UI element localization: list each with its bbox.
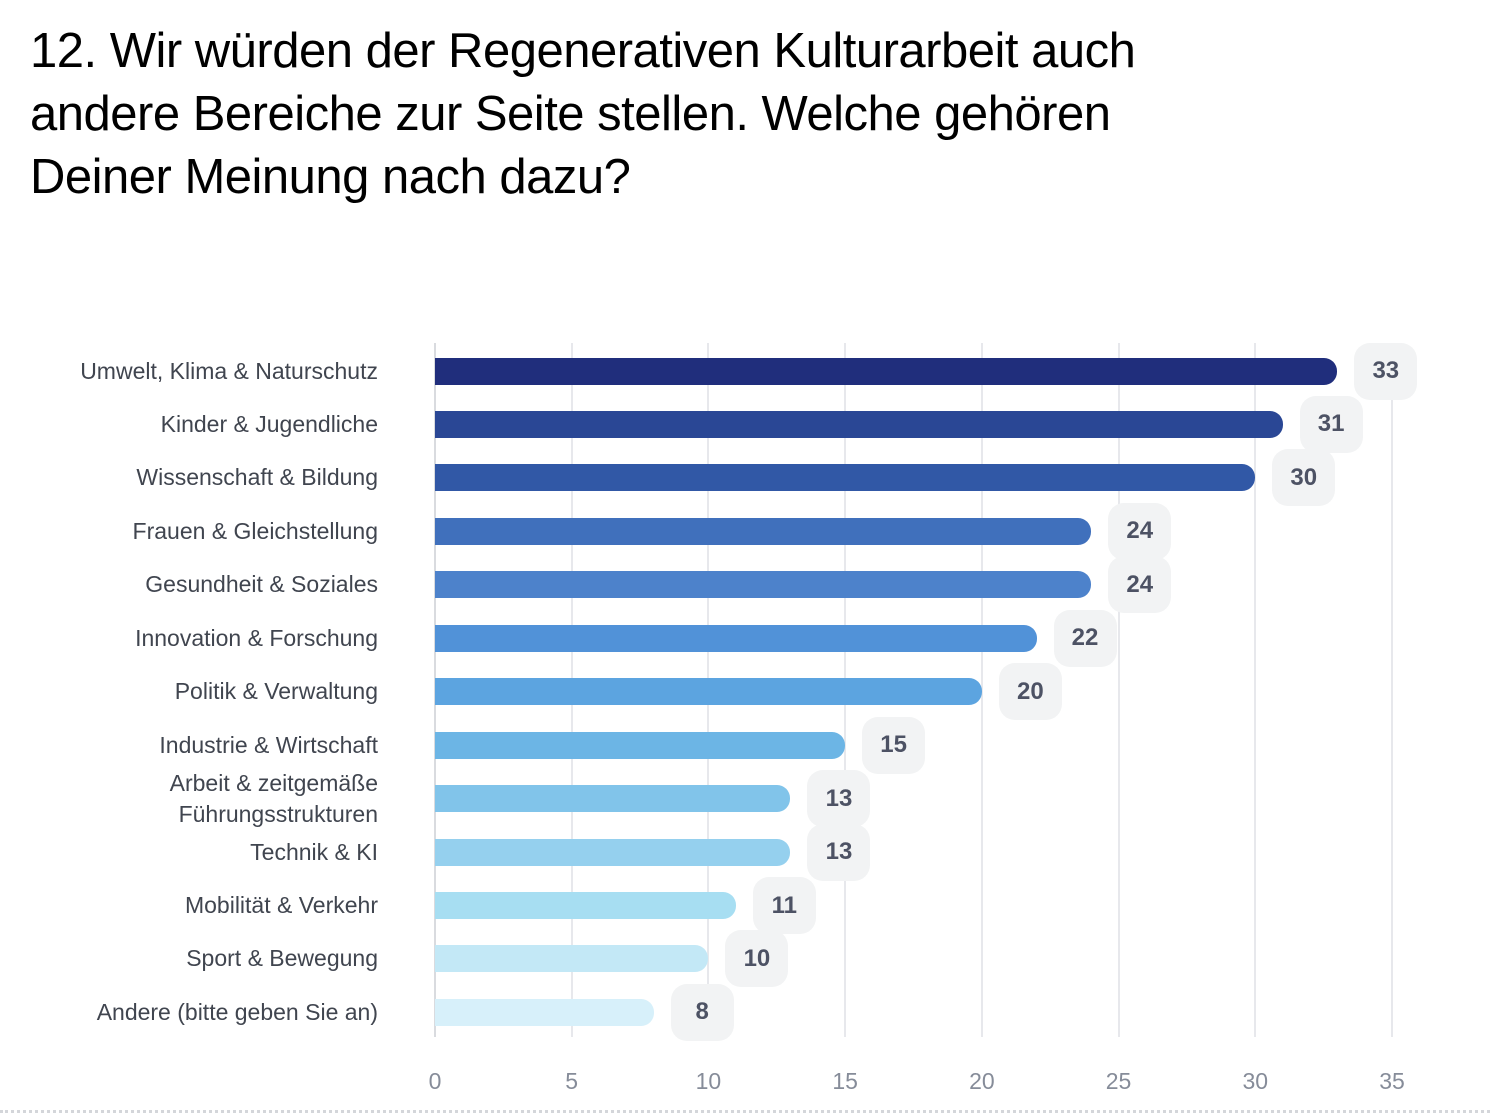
bar <box>435 945 709 973</box>
category-label: Wissenschaft & Bildung <box>136 464 378 491</box>
question-title: 12. Wir würden der Regenerativen Kultura… <box>30 20 1430 209</box>
x-axis-tick-label: 0 <box>428 1068 442 1094</box>
question-title-line: Deiner Meinung nach dazu? <box>30 150 631 204</box>
bar <box>435 357 1338 385</box>
gridline <box>1254 343 1257 1037</box>
gridline <box>1117 343 1120 1037</box>
x-axis-tick-label: 25 <box>1105 1068 1132 1094</box>
category-label: Gesundheit & Soziales <box>145 571 378 598</box>
x-axis-tick-label: 15 <box>832 1068 858 1094</box>
value-badge: 24 <box>1108 556 1172 614</box>
value-badge: 22 <box>1053 609 1117 667</box>
bar <box>435 731 846 759</box>
page-bottom-dotted-divider <box>0 1110 1490 1113</box>
value-badge: 13 <box>807 770 871 828</box>
gridline <box>1391 343 1393 1037</box>
bar <box>435 410 1283 438</box>
bar <box>435 838 791 866</box>
x-axis-tick-label: 35 <box>1379 1068 1405 1094</box>
x-axis-tick-label: 20 <box>969 1068 995 1094</box>
bar <box>435 464 1256 492</box>
bar <box>435 785 791 813</box>
gridline <box>980 343 983 1037</box>
category-label: Frauen & Gleichstellung <box>132 517 378 544</box>
category-label: Andere (bitte geben Sie an) <box>96 998 378 1025</box>
bar <box>435 892 736 919</box>
bar <box>435 998 654 1026</box>
category-label: Industrie & Wirtschaft <box>159 731 378 758</box>
value-badge: 33 <box>1354 342 1418 400</box>
question-title-line: andere Bereiche zur Seite stellen. Welch… <box>30 87 1111 141</box>
bar <box>435 517 1092 545</box>
category-label: Umwelt, Klima & Naturschutz <box>80 357 378 384</box>
bar <box>435 571 1092 599</box>
x-axis-tick-label: 30 <box>1242 1068 1269 1094</box>
value-badge: 10 <box>725 930 789 988</box>
value-badge: 15 <box>862 716 926 774</box>
value-badge: 31 <box>1299 395 1363 453</box>
category-label: Kinder & Jugendliche <box>160 410 378 437</box>
category-label: Mobilität & Verkehr <box>184 892 378 918</box>
category-label: Innovation & Forschung <box>135 624 378 651</box>
bar <box>435 624 1037 652</box>
value-badge: 20 <box>998 663 1062 721</box>
category-label: Sport & Bewegung <box>186 945 378 972</box>
question-title-line: 12. Wir würden der Regenerativen Kultura… <box>30 24 1136 78</box>
category-label: Arbeit & zeitgemäße Führungsstrukturen <box>169 769 378 827</box>
value-badge: 30 <box>1272 449 1336 507</box>
value-badge: 24 <box>1108 502 1172 560</box>
value-badge: 11 <box>752 877 816 934</box>
value-badge: 13 <box>807 823 871 881</box>
value-badge: 8 <box>670 983 734 1041</box>
x-axis-tick-label: 10 <box>695 1068 722 1094</box>
category-label: Technik & KI <box>250 838 378 865</box>
category-label: Politik & Verwaltung <box>174 678 378 705</box>
x-axis-tick-label: 5 <box>565 1068 579 1094</box>
bar <box>435 678 982 706</box>
